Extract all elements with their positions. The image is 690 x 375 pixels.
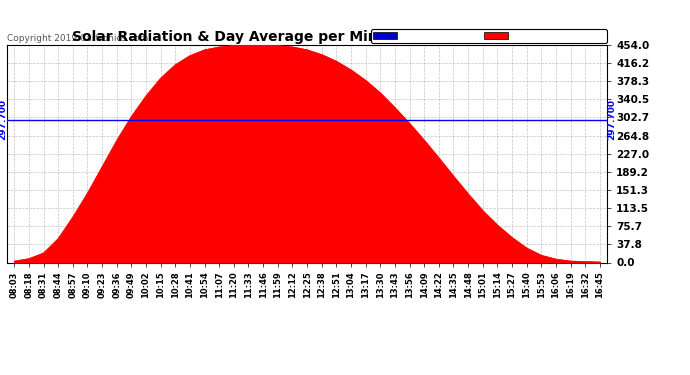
Text: Copyright 2019 Cartronics.com: Copyright 2019 Cartronics.com xyxy=(7,34,148,43)
Text: 297.700: 297.700 xyxy=(607,99,616,140)
Text: 297.700: 297.700 xyxy=(0,99,7,140)
Title: Solar Radiation & Day Average per Minute Sun Jan 20 16:48: Solar Radiation & Day Average per Minute… xyxy=(72,30,542,44)
Legend: Median (W/m2), Radiation (w/m2): Median (W/m2), Radiation (w/m2) xyxy=(371,29,607,43)
